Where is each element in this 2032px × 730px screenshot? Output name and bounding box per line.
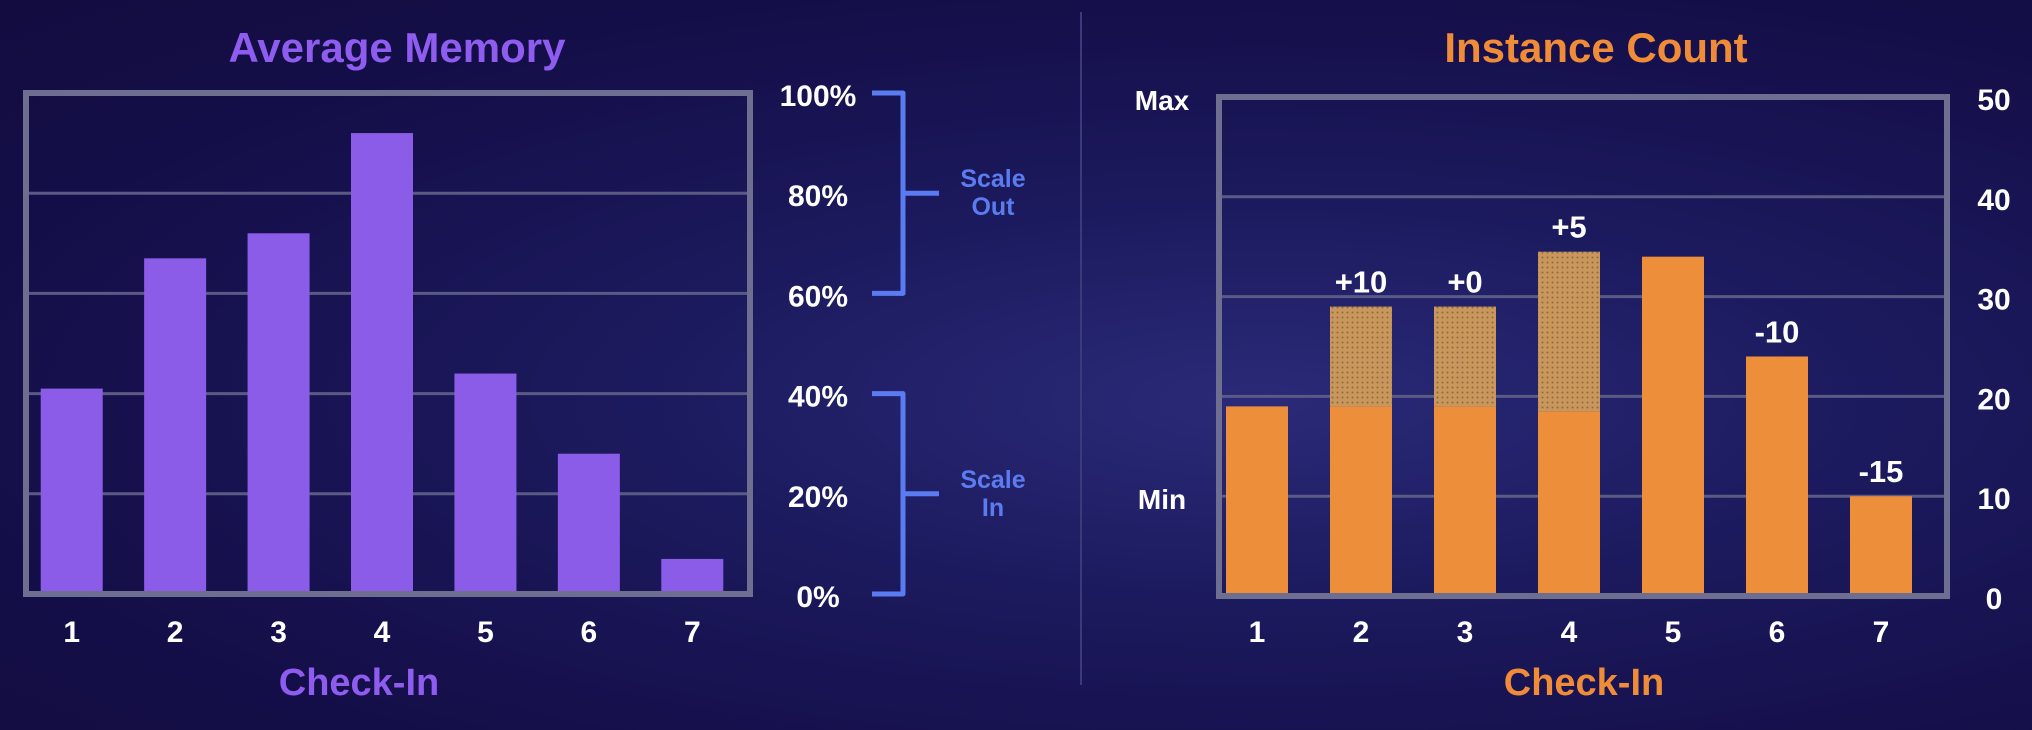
y-tick-label: 50	[1977, 84, 2010, 117]
y-tick-label: 0%	[796, 581, 839, 614]
x-tick-label: 7	[684, 616, 701, 649]
x-tick-label: 7	[1873, 616, 1890, 649]
data-label: +5	[1551, 210, 1586, 245]
x-tick-label: 6	[581, 616, 598, 649]
annotation-label: In	[982, 494, 1004, 522]
bar	[1642, 256, 1704, 596]
y-tick-label: 80%	[788, 180, 848, 213]
annotation-label: Scale	[960, 466, 1025, 494]
bar	[1226, 406, 1288, 596]
x-tick-label: 4	[374, 616, 391, 649]
data-label: -10	[1755, 314, 1800, 349]
y-tick-label: 30	[1977, 284, 2010, 317]
x-tick-label: 2	[1353, 616, 1370, 649]
added-capacity-bar	[1434, 306, 1496, 407]
annotation-label: Out	[971, 193, 1015, 221]
x-tick-label: 2	[167, 616, 184, 649]
bar	[1330, 406, 1392, 596]
bar	[40, 388, 103, 594]
x-axis-label: Check-In	[279, 662, 439, 704]
annotation-label: Scale	[960, 165, 1025, 193]
bar	[1746, 356, 1808, 596]
y-tick-label: 20%	[788, 481, 848, 514]
bar	[557, 453, 620, 594]
bar	[454, 373, 517, 594]
y-tick-label: 40%	[788, 381, 848, 414]
added-capacity-bar	[1330, 306, 1392, 407]
bar	[1434, 406, 1496, 596]
x-tick-label: 3	[270, 616, 287, 649]
instance-count-chart: Instance Count 0 10 20 30 40 50 Max Min 1 +10 2 +0 3 +…	[1135, 24, 2011, 704]
x-axis-label: Check-In	[1504, 662, 1664, 704]
y-tick-label: 60%	[788, 280, 848, 313]
bar	[247, 233, 310, 594]
y-tick-label: 100%	[780, 80, 857, 113]
chart-title: Average Memory	[229, 24, 567, 71]
x-tick-label: 5	[477, 616, 494, 649]
left-axis-label: Min	[1138, 484, 1186, 515]
x-tick-label: 6	[1769, 616, 1786, 649]
y-tick-label: 40	[1977, 184, 2010, 217]
x-tick-label: 3	[1457, 616, 1474, 649]
data-label: +10	[1335, 265, 1388, 300]
bar	[661, 558, 724, 594]
plot-frame	[23, 90, 753, 597]
chart-title: Instance Count	[1444, 24, 1747, 71]
annotation-bracket	[872, 391, 939, 597]
x-tick-label: 4	[1561, 616, 1578, 649]
bar	[1850, 496, 1912, 596]
annotation-bracket	[872, 90, 939, 296]
bar	[351, 133, 413, 594]
bar	[1538, 411, 1600, 596]
y-tick-label: 20	[1977, 383, 2010, 416]
x-tick-label: 5	[1665, 616, 1682, 649]
data-label: -15	[1859, 454, 1904, 489]
x-tick-label: 1	[1249, 616, 1266, 649]
x-tick-label: 1	[63, 616, 80, 649]
data-label: +0	[1447, 265, 1482, 300]
bar	[144, 258, 207, 594]
average-memory-chart: Average Memory 0% 20% 40% 60% 80% 100% 1 2 3 4 5 6 7 C…	[23, 24, 1026, 704]
added-capacity-bar	[1538, 251, 1600, 412]
y-tick-label: 0	[1986, 583, 2003, 616]
left-axis-label: Max	[1135, 85, 1190, 116]
plot-frame	[1216, 94, 1950, 599]
y-tick-label: 10	[1977, 483, 2010, 516]
